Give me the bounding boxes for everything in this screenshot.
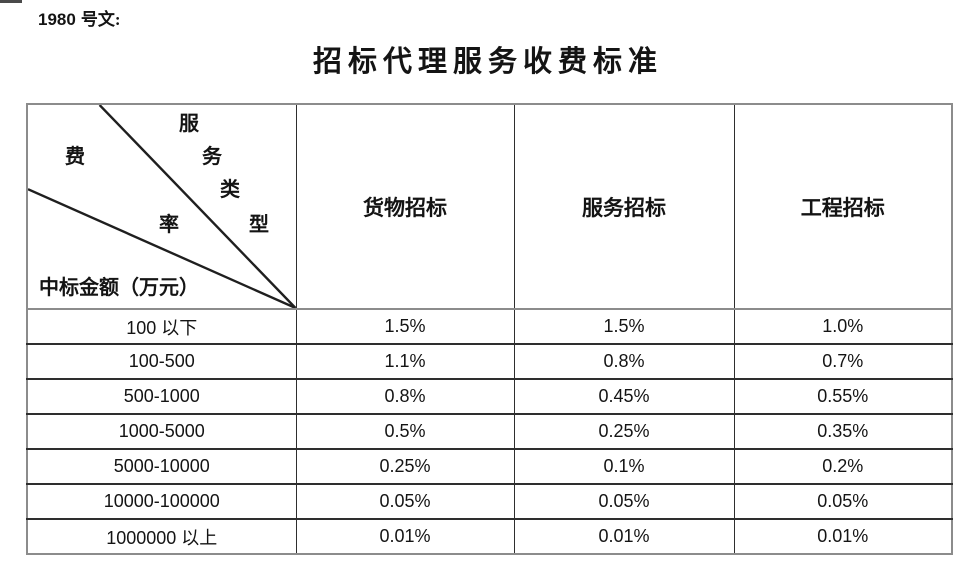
fee-table: 服 务 类 型 费 率 中标金额（万元） 货物招标 服务招标 工程招标 100 … xyxy=(26,103,953,555)
corner-fee-char-2: 率 xyxy=(159,214,179,236)
diagonal-header-cell: 服 务 类 型 费 率 中标金额（万元） xyxy=(26,103,297,310)
amount-range-cell: 100 以下 xyxy=(26,308,297,345)
goods-rate-cell: 1.1% xyxy=(295,343,515,380)
goods-rate-cell: 0.5% xyxy=(295,413,515,450)
engineering-rate-cell: 0.05% xyxy=(733,483,953,520)
diagonal-lines-graphic xyxy=(29,106,295,307)
engineering-rate-cell: 0.2% xyxy=(733,448,953,485)
column-header-engineering: 工程招标 xyxy=(733,103,953,310)
corner-type-char-3: 类 xyxy=(220,179,240,201)
goods-rate-cell: 1.5% xyxy=(295,308,515,345)
engineering-rate-cell: 0.01% xyxy=(733,518,953,555)
goods-rate-cell: 0.8% xyxy=(295,378,515,415)
amount-range-cell: 500-1000 xyxy=(26,378,297,415)
service-rate-cell: 0.05% xyxy=(513,483,735,520)
corner-type-char-4: 型 xyxy=(249,214,269,236)
corner-amount-label: 中标金额（万元） xyxy=(39,277,199,299)
engineering-rate-cell: 0.35% xyxy=(733,413,953,450)
diagonal-line-upper xyxy=(98,106,295,307)
amount-range-cell: 1000-5000 xyxy=(26,413,297,450)
table-row: 5000-10000 0.25% 0.1% 0.2% xyxy=(26,448,953,485)
table-row: 10000-100000 0.05% 0.05% 0.05% xyxy=(26,483,953,520)
amount-range-cell: 10000-100000 xyxy=(26,483,297,520)
amount-range-cell: 1000000 以上 xyxy=(26,518,297,555)
goods-rate-cell: 0.05% xyxy=(295,483,515,520)
corner-type-char-1: 服 xyxy=(179,113,199,135)
corner-fee-char-1: 费 xyxy=(65,146,85,168)
engineering-rate-cell: 0.55% xyxy=(733,378,953,415)
doc-number: 1980 xyxy=(38,10,76,29)
column-header-service: 服务招标 xyxy=(513,103,735,310)
table-row: 100 以下 1.5% 1.5% 1.0% xyxy=(26,308,953,345)
doc-label: 号文: xyxy=(80,10,121,29)
service-rate-cell: 0.01% xyxy=(513,518,735,555)
goods-rate-cell: 0.25% xyxy=(295,448,515,485)
engineering-rate-cell: 1.0% xyxy=(733,308,953,345)
service-rate-cell: 0.25% xyxy=(513,413,735,450)
doc-reference: 1980 号文: xyxy=(38,5,121,30)
scan-artifact xyxy=(0,0,22,3)
corner-type-char-2: 务 xyxy=(202,146,222,168)
header-row: 服 务 类 型 费 率 中标金额（万元） 货物招标 服务招标 工程招标 xyxy=(26,103,953,310)
goods-rate-cell: 0.01% xyxy=(295,518,515,555)
page-title: 招标代理服务收费标准 xyxy=(312,46,663,78)
table-row: 1000000 以上 0.01% 0.01% 0.01% xyxy=(26,518,953,555)
service-rate-cell: 1.5% xyxy=(513,308,735,345)
amount-range-cell: 5000-10000 xyxy=(26,448,297,485)
service-rate-cell: 0.45% xyxy=(513,378,735,415)
amount-range-cell: 100-500 xyxy=(26,343,297,380)
table-row: 100-500 1.1% 0.8% 0.7% xyxy=(26,343,953,380)
column-header-goods: 货物招标 xyxy=(295,103,515,310)
table-row: 500-1000 0.8% 0.45% 0.55% xyxy=(26,378,953,415)
table-row: 1000-5000 0.5% 0.25% 0.35% xyxy=(26,413,953,450)
diagonal-line-lower xyxy=(29,188,295,307)
service-rate-cell: 0.8% xyxy=(513,343,735,380)
service-rate-cell: 0.1% xyxy=(513,448,735,485)
engineering-rate-cell: 0.7% xyxy=(733,343,953,380)
